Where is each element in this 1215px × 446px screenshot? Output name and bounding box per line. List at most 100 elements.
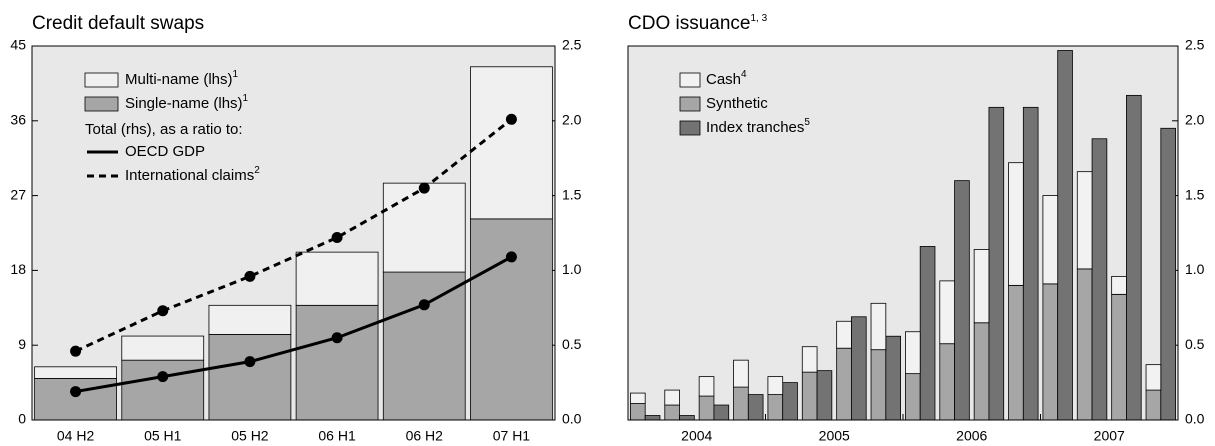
bar [698, 376, 715, 397]
x-tick-label: 05 H2 [231, 428, 269, 444]
bar [664, 404, 680, 421]
legend-swatch [679, 120, 701, 136]
chart-title-text: Credit default swaps [32, 13, 204, 34]
legend-label: Multi-name (lhs)1 [125, 69, 239, 88]
legend-label: OECD GDP [125, 143, 205, 160]
bar [870, 349, 887, 421]
x-tick-label: 06 H1 [318, 428, 356, 444]
line-marker [505, 113, 517, 125]
y-tick-label: 18 [10, 261, 26, 277]
line-marker [70, 345, 82, 357]
bar [733, 359, 749, 388]
chart-title: CDO issuance1, 3 [628, 13, 768, 34]
bar [470, 66, 553, 220]
bar [870, 302, 887, 351]
y-tick-label: 27 [10, 186, 26, 202]
line-marker [244, 270, 256, 282]
bar [34, 378, 117, 421]
bar [208, 333, 292, 421]
legend-label: Synthetic [706, 95, 768, 112]
line-marker [331, 332, 343, 344]
bar [121, 335, 205, 361]
bar [905, 373, 921, 421]
y2-tick-label: 0.0 [562, 411, 582, 427]
bar [470, 218, 553, 421]
y2-tick-label: 1.0 [562, 261, 582, 277]
y2-tick-label: 1.0 [1185, 261, 1205, 277]
line-marker [418, 299, 430, 311]
y2-tick-label: 2.0 [1185, 112, 1205, 128]
bar [836, 347, 852, 421]
bar [1145, 389, 1162, 421]
bar [767, 376, 784, 395]
bar [939, 343, 955, 421]
bar [1126, 94, 1142, 421]
bar [905, 331, 921, 375]
y2-tick-label: 2.5 [562, 37, 582, 53]
bar [1042, 283, 1059, 421]
x-group-label: 2004 [681, 428, 712, 444]
x-group-label: 2005 [819, 428, 850, 444]
legend-label-text: Synthetic [706, 95, 768, 112]
legend-label: Cash4 [706, 69, 747, 88]
x-tick-label: 07 H1 [493, 428, 531, 444]
bar [1057, 50, 1073, 421]
bar [1111, 293, 1127, 421]
x-group-label: 2006 [956, 428, 987, 444]
bar [713, 404, 730, 421]
bar [767, 394, 784, 421]
legend-label-text: Single-name (lhs) [125, 95, 243, 112]
bar [851, 316, 867, 421]
bar [121, 359, 205, 421]
legend-label-note: 5 [804, 117, 810, 128]
bar [1042, 195, 1059, 285]
legend-label-note: 2 [254, 165, 260, 176]
y2-tick-label: 2.5 [1185, 37, 1205, 53]
chart-title: Credit default swaps [32, 13, 204, 34]
legend-label-text: Multi-name (lhs) [125, 71, 233, 88]
line-marker [70, 386, 82, 398]
bar [1111, 275, 1127, 295]
bar [382, 271, 466, 421]
bar [382, 182, 466, 273]
bar [1008, 162, 1024, 286]
y2-tick-label: 0.0 [1185, 411, 1205, 427]
bar [816, 370, 833, 421]
bar [973, 249, 990, 324]
legend-label: Index tranches5 [706, 117, 810, 136]
y2-tick-label: 0.5 [1185, 336, 1205, 352]
plot-area [32, 46, 555, 420]
line-marker [418, 182, 430, 194]
bar [1076, 268, 1093, 421]
bar [954, 180, 970, 421]
bar [919, 246, 936, 421]
bar [801, 346, 818, 373]
bar [679, 415, 695, 421]
bar [836, 320, 852, 349]
legend-label-text: International claims [125, 167, 254, 184]
legend-label: Single-name (lhs)1 [125, 93, 249, 112]
x-tick-label: 05 H1 [144, 428, 182, 444]
bar [295, 251, 379, 306]
bar [630, 392, 646, 404]
legend-label: International claims2 [125, 165, 260, 184]
bar [1076, 171, 1093, 270]
bar [973, 322, 990, 421]
chart-title-text: CDO issuance [628, 13, 751, 34]
bar [1008, 284, 1024, 421]
legend-label-note: 4 [741, 69, 747, 80]
y-tick-label: 36 [10, 112, 26, 128]
line-marker [157, 371, 169, 383]
x-group-label: 2007 [1094, 428, 1125, 444]
y2-tick-label: 1.5 [562, 186, 582, 202]
bar [664, 389, 680, 406]
bar [885, 335, 901, 421]
y-tick-label: 45 [10, 37, 26, 53]
chart-title-note: 1, 3 [751, 13, 768, 24]
bar [1160, 127, 1176, 421]
legend-swatch [84, 72, 119, 88]
line-marker [331, 231, 343, 243]
bar [644, 415, 661, 421]
line-marker [505, 251, 517, 263]
